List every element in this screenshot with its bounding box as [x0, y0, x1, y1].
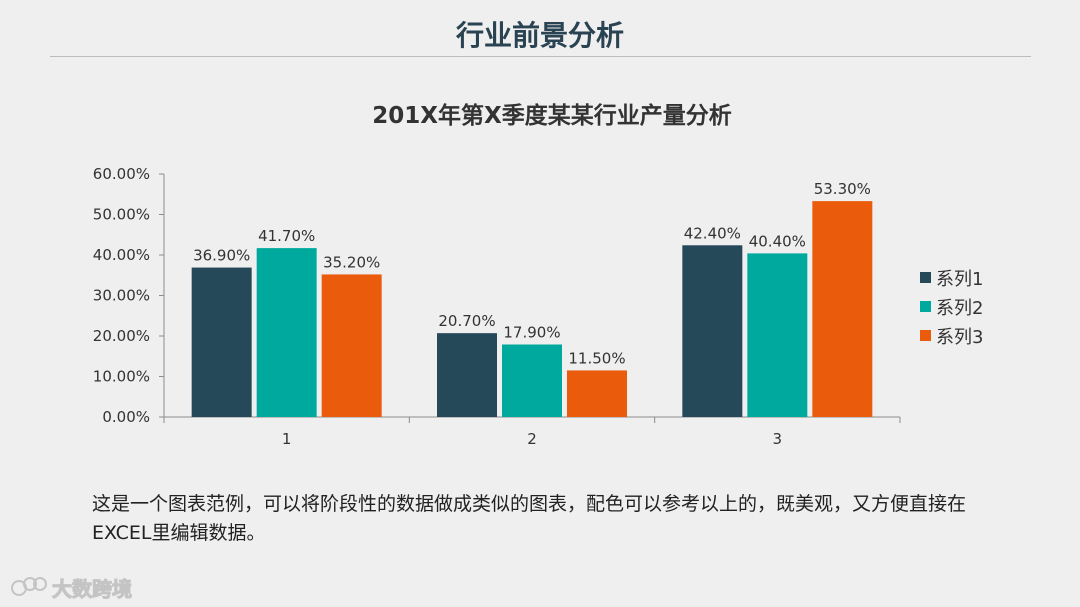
chart-title: 201X年第X季度某某行业产量分析: [372, 103, 732, 129]
page-title: 行业前景分析: [455, 19, 624, 52]
x-tick-label: 1: [282, 430, 292, 448]
data-label: 42.40%: [684, 224, 741, 242]
x-tick-label: 2: [527, 430, 537, 448]
y-tick-label: 60.00%: [93, 165, 150, 183]
title-divider: [50, 56, 1031, 57]
legend-swatch: [920, 272, 931, 283]
bar: [567, 370, 627, 417]
watermark-text: 大数跨境: [52, 576, 133, 601]
legend-label: 系列2: [936, 298, 983, 319]
data-label: 36.90%: [193, 247, 250, 265]
legend-label: 系列3: [936, 327, 983, 348]
legend-label: 系列1: [936, 269, 983, 290]
data-label: 53.30%: [814, 180, 871, 198]
data-label: 11.50%: [568, 349, 625, 367]
y-tick-label: 0.00%: [102, 408, 150, 426]
bar: [437, 333, 497, 417]
data-label: 41.70%: [258, 227, 315, 245]
data-label: 20.70%: [438, 312, 495, 330]
bar: [191, 267, 252, 417]
data-label: 40.40%: [749, 232, 806, 250]
data-label: 35.20%: [323, 253, 380, 271]
y-tick-label: 50.00%: [93, 206, 150, 224]
legend-swatch: [920, 301, 931, 312]
bar-chart: 0.00% 10.00% 20.00% 30.00% 40.00% 50.00% 60.00…: [93, 165, 984, 448]
bar: [812, 201, 873, 417]
bar: [256, 248, 317, 417]
watermark: 大数跨境: [10, 572, 133, 602]
y-tick-label: 20.00%: [93, 327, 150, 345]
bar: [747, 253, 808, 417]
x-tick-label: 3: [773, 430, 783, 448]
bar: [321, 274, 382, 417]
y-tick-label: 30.00%: [93, 287, 150, 305]
legend-swatch: [920, 330, 931, 341]
watermark-logo-icon: [11, 577, 47, 596]
bar: [682, 245, 743, 417]
chart-caption: 这是一个图表范例，可以将阶段性的数据做成类似的图表，配色可以参考以上的，既美观，…: [92, 493, 967, 544]
y-tick-label: 40.00%: [93, 246, 150, 264]
bar: [502, 344, 562, 417]
data-label: 17.90%: [503, 324, 560, 342]
y-tick-label: 10.00%: [93, 368, 150, 386]
